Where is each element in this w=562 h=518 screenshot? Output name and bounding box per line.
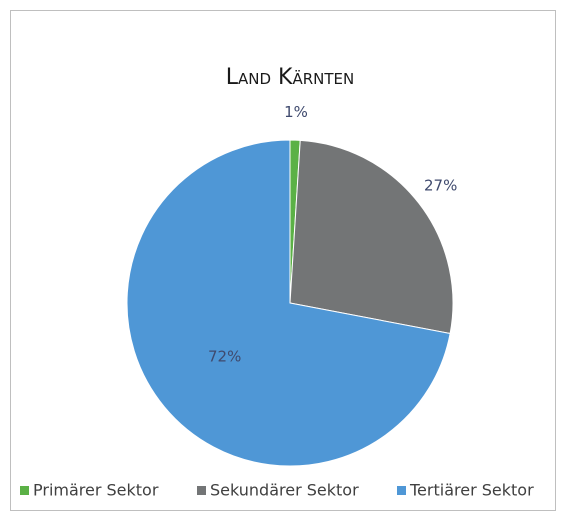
data-label: 27%	[424, 177, 457, 195]
legend-label: Tertiärer Sektor	[409, 481, 534, 500]
legend-swatch	[197, 486, 206, 495]
data-label: 72%	[208, 348, 241, 366]
chart-title: Land Kärnten	[226, 65, 354, 90]
legend-label: Sekundärer Sektor	[210, 481, 359, 500]
legend-swatch	[20, 486, 29, 495]
data-label: 1%	[284, 103, 308, 121]
legend-label: Primärer Sektor	[33, 481, 159, 500]
pie-slice	[126, 139, 451, 467]
pie-slice	[289, 139, 454, 335]
legend-swatch	[397, 486, 406, 495]
